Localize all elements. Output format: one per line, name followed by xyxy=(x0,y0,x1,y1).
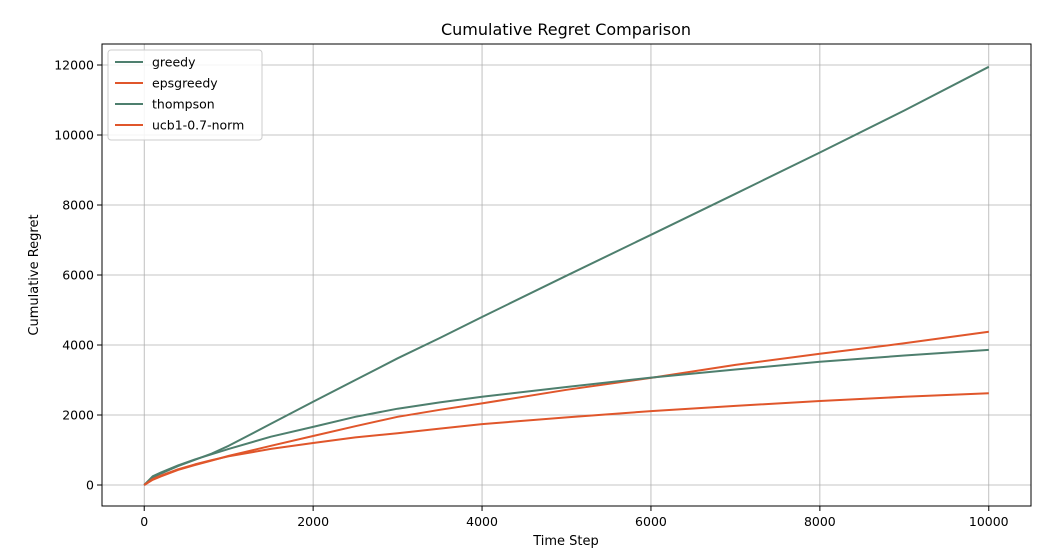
series-lines xyxy=(143,65,990,486)
legend-label: epsgreedy xyxy=(152,76,218,91)
y-axis-label: Cumulative Regret xyxy=(27,214,42,335)
y-tick-label: 0 xyxy=(86,478,94,493)
x-tick-label: 10000 xyxy=(969,514,1009,529)
x-tick-label: 4000 xyxy=(466,514,498,529)
x-tick-label: 2000 xyxy=(297,514,329,529)
y-tick-label: 2000 xyxy=(62,408,94,423)
x-tick-label: 8000 xyxy=(804,514,836,529)
series-line-ucb1-0.7-norm xyxy=(143,392,989,486)
legend: greedy epsgreedy thompson ucb1-0.7-norm xyxy=(107,49,263,141)
legend-label: greedy xyxy=(152,55,196,70)
y-tick-label: 6000 xyxy=(62,268,94,283)
x-tick-label: 0 xyxy=(140,514,148,529)
y-tick-label: 8000 xyxy=(62,198,94,213)
x-tick-label: 6000 xyxy=(635,514,667,529)
series-line-greedy xyxy=(143,65,990,486)
legend-label: ucb1-0.7-norm xyxy=(152,118,244,133)
y-tick-label: 4000 xyxy=(62,338,94,353)
legend-box xyxy=(107,49,263,141)
series-line-epsgreedy xyxy=(143,330,989,486)
y-tick-label: 12000 xyxy=(54,58,94,73)
axis-ticks: 0 2000 4000 6000 8000 10000 0 2000 4000 6000 8000 1… xyxy=(54,58,1008,530)
y-tick-label: 10000 xyxy=(54,128,94,143)
chart-title: Cumulative Regret Comparison xyxy=(441,20,691,39)
x-axis-label: Time Step xyxy=(532,534,599,549)
legend-label: thompson xyxy=(152,97,215,112)
series-line-thompson xyxy=(143,348,989,486)
